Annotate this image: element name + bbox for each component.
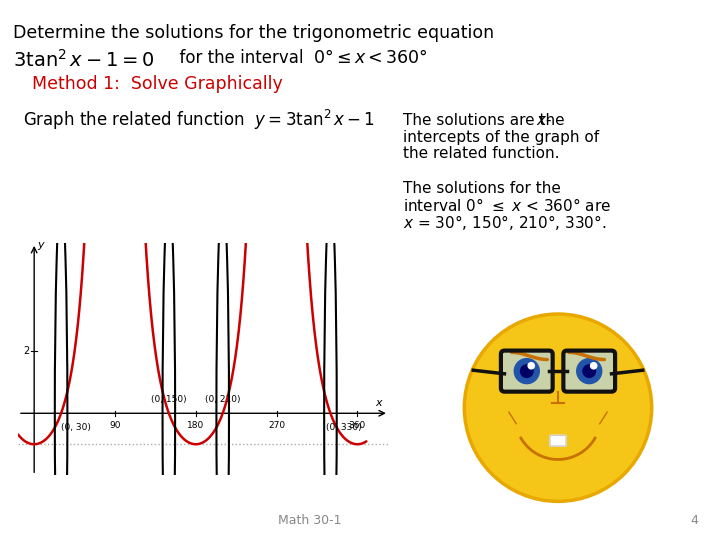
Text: (0, 150): (0, 150) [151,395,186,404]
Text: intercepts of the graph of: intercepts of the graph of [403,130,599,145]
Circle shape [577,359,602,383]
Circle shape [464,314,652,501]
FancyBboxPatch shape [550,435,566,446]
Circle shape [583,365,595,377]
Text: y: y [37,240,43,249]
Circle shape [521,365,533,377]
Text: x: x [375,399,382,408]
Circle shape [528,363,534,369]
Text: 180: 180 [187,421,204,430]
Text: 4: 4 [690,514,698,526]
Text: (0, 330): (0, 330) [326,423,361,432]
Text: $0° \leq x < 360°$: $0° \leq x < 360°$ [313,49,428,66]
Text: Determine the solutions for the trigonometric equation: Determine the solutions for the trigonom… [13,24,494,42]
Text: the related function.: the related function. [403,146,559,161]
FancyBboxPatch shape [501,350,553,392]
Text: The solutions are the: The solutions are the [403,113,570,129]
Text: (0, 210): (0, 210) [205,395,240,404]
FancyBboxPatch shape [563,350,615,392]
Text: 270: 270 [268,421,285,430]
Text: $x$ = 30°, 150°, 210°, 330°.: $x$ = 30°, 150°, 210°, 330°. [403,213,607,232]
Text: (0, 30): (0, 30) [61,423,91,432]
Text: Math 30-1: Math 30-1 [278,514,341,526]
Circle shape [514,359,539,383]
Text: The solutions for the: The solutions for the [403,181,561,196]
Text: Method 1:  Solve Graphically: Method 1: Solve Graphically [32,75,283,92]
Text: 90: 90 [109,421,121,430]
Text: 2: 2 [24,346,30,356]
Text: Graph the related function  $y = 3\tan^2 x - 1$: Graph the related function $y = 3\tan^2 … [23,108,375,132]
Text: 360: 360 [348,421,366,430]
Text: for the interval: for the interval [169,49,314,66]
Circle shape [590,363,597,369]
Text: $x$-: $x$- [536,113,552,129]
Text: interval 0° $\leq$ $x$ < 360° are: interval 0° $\leq$ $x$ < 360° are [403,197,611,214]
Text: $3\tan^2 x - 1 = 0$: $3\tan^2 x - 1 = 0$ [13,49,155,71]
